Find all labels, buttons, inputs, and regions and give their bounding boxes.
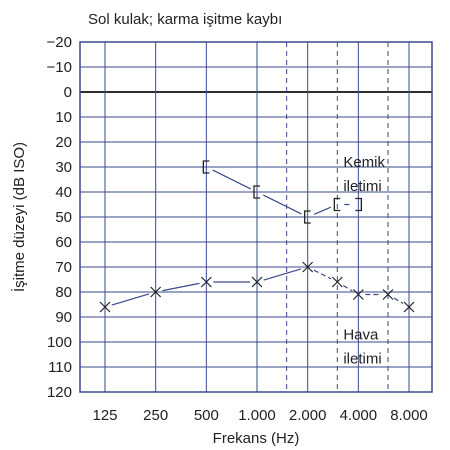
- series-hava-iletimi: [99, 261, 415, 313]
- y-tick-label: 10: [55, 109, 72, 126]
- series-segment: [393, 297, 404, 304]
- x-tick-label: 500: [194, 407, 219, 424]
- data-point-bracket-marker: [304, 210, 311, 224]
- data-point-bracket-marker: [333, 197, 341, 212]
- series-annotation-label: Hava: [343, 327, 379, 344]
- x-tick-label: 8.000: [390, 407, 428, 424]
- series-segment: [263, 194, 302, 215]
- series-segment: [313, 269, 332, 280]
- y-tick-label: 40: [55, 184, 72, 201]
- x-tick-label: 250: [143, 407, 168, 424]
- data-point-x-marker: [302, 261, 314, 273]
- x-tick-label: 4.000: [340, 407, 378, 424]
- series-segment: [263, 268, 302, 281]
- y-tick-label: 70: [55, 259, 72, 276]
- series-annotation-label: iletimi: [343, 178, 381, 195]
- data-point-x-marker: [99, 301, 111, 313]
- data-point-x-marker: [403, 301, 415, 313]
- series-segment: [313, 206, 332, 215]
- x-axis-ticks: 125 250 500 1.000 2.000 4.000 8.000: [92, 407, 427, 424]
- data-point-bracket-marker: [253, 185, 261, 199]
- y-tick-label: −20: [47, 34, 72, 51]
- data-point-x-marker: [150, 286, 162, 298]
- grid: [80, 41, 432, 393]
- y-tick-label: 120: [47, 384, 72, 401]
- data-point-x-marker: [352, 289, 364, 300]
- data-point-bracket-marker: [355, 197, 362, 212]
- y-tick-label: 50: [55, 209, 72, 226]
- series-annotation-label: iletimi: [343, 351, 381, 368]
- series-annotation-label: Kemik: [343, 154, 385, 171]
- series-segment: [111, 293, 150, 306]
- data-point-x-marker: [331, 276, 343, 288]
- chart-title: Sol kulak; karma işitme kaybı: [88, 11, 282, 28]
- series-kemik-iletimi: [202, 160, 362, 224]
- y-tick-label: 90: [55, 309, 72, 326]
- x-tick-label: 125: [92, 407, 117, 424]
- plot-frame: [79, 41, 433, 393]
- series-layer: [99, 160, 415, 313]
- data-point-x-marker: [251, 276, 263, 288]
- series-segment: [162, 282, 200, 292]
- y-tick-label: 100: [47, 334, 72, 351]
- series-segment: [343, 285, 353, 292]
- y-tick-label: 30: [55, 159, 72, 176]
- x-tick-label: 2.000: [289, 407, 327, 424]
- y-tick-label: 20: [55, 134, 72, 151]
- data-point-x-marker: [382, 289, 394, 300]
- y-tick-label: 0: [64, 84, 72, 101]
- x-axis-title: Frekans (Hz): [213, 430, 300, 447]
- y-axis-title: İşitme düzeyi (dB ISO): [10, 142, 28, 292]
- x-tick-label: 1.000: [238, 407, 276, 424]
- y-tick-label: 110: [48, 359, 72, 376]
- y-axis-ticks: −20 −10 0 10 20 30 40 50 60 70 80 90 100 110 120: [47, 34, 72, 401]
- y-tick-label: −10: [47, 59, 72, 76]
- series-segment: [212, 169, 251, 190]
- data-point-x-marker: [200, 276, 212, 288]
- y-tick-label: 60: [55, 234, 72, 251]
- data-point-bracket-marker: [202, 160, 210, 174]
- y-tick-label: 80: [55, 284, 72, 301]
- annotations: Kemik iletimi Hava iletimi: [343, 154, 385, 368]
